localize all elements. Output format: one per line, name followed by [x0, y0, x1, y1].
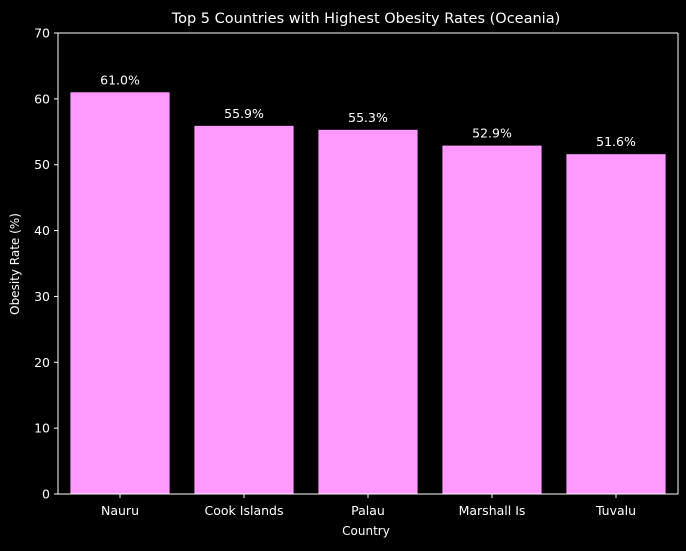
bar-value-label: 55.9%	[224, 106, 264, 121]
bar-cook-islands	[194, 125, 294, 494]
plot-area: 61.0% 55.9% 55.3% 52.9% 51.6% 0 10 20 30 40 50 60 70…	[34, 26, 679, 518]
x-tick-label: Tuvalu	[595, 503, 636, 518]
bar-value-label: 61.0%	[100, 72, 140, 87]
y-axis-label: Obesity Rate (%)	[8, 213, 22, 315]
y-tick-label: 40	[34, 223, 50, 238]
y-tick-label: 60	[34, 91, 50, 106]
bar-value-label: 52.9%	[472, 126, 512, 141]
chart-title: Top 5 Countries with Highest Obesity Rat…	[171, 11, 561, 27]
x-tick-label: Marshall Is	[459, 503, 526, 518]
bar-value-label: 51.6%	[596, 134, 636, 149]
x-tick-label: Palau	[351, 503, 385, 518]
y-tick-label: 70	[34, 26, 50, 41]
y-tick-label: 30	[34, 289, 50, 304]
y-tick-label: 10	[34, 421, 50, 436]
y-tick-label: 0	[42, 487, 50, 502]
bar-marshall-is	[442, 145, 542, 494]
bar-value-label: 55.3%	[348, 110, 388, 125]
x-tick-label: Cook Islands	[205, 503, 284, 518]
bar-palau	[318, 129, 418, 494]
y-tick-label: 50	[34, 157, 50, 172]
y-tick-label: 20	[34, 355, 50, 370]
x-axis-label: Country	[342, 524, 390, 538]
bar-nauru	[70, 92, 170, 495]
x-tick-label: Nauru	[101, 503, 139, 518]
bar-tuvalu	[566, 154, 666, 495]
